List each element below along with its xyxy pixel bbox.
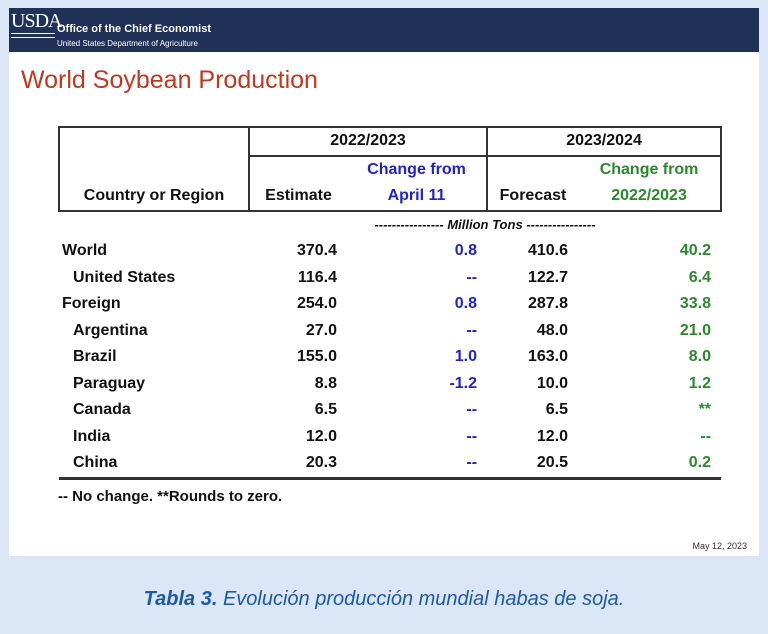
estimate-cell: 20.3	[249, 450, 347, 480]
estimate-cell: 155.0	[296, 348, 337, 366]
figure-caption: Tabla 3. Evolución producción mundial ha…	[0, 588, 768, 611]
country-cell: World	[62, 242, 108, 260]
change1-cell: 1.0	[454, 348, 478, 366]
header-group-2023-2024: 2023/2024	[486, 126, 723, 157]
change2-cell: 40.2	[679, 242, 712, 260]
estimate-cell: 27.0	[305, 321, 337, 339]
forecast-cell: 10.0	[536, 374, 569, 392]
country-cell: India	[73, 427, 111, 445]
estimate-cell: 6.5	[314, 401, 337, 419]
forecast-cell: 287.8	[527, 295, 569, 313]
table-footnote: -- No change. **Rounds to zero.	[58, 488, 283, 505]
table-row: Brazil 155.0 1.0 163.0 8.0	[59, 344, 721, 371]
header-change2-line1: Change from	[578, 155, 723, 183]
forecast-cell: 48.0	[536, 321, 569, 339]
forecast-cell: 122.7	[527, 268, 569, 286]
forecast-cell: 163.0	[527, 348, 569, 366]
estimate-cell: 8.8	[314, 374, 337, 392]
slide-title: World Soybean Production	[21, 66, 318, 94]
forecast-cell: 12.0	[536, 427, 569, 445]
change2-cell: 0.2	[578, 450, 722, 480]
table-row: Paraguay 8.8 -1.2 10.0 1.2	[59, 371, 721, 398]
office-name: Office of the Chief Economist	[57, 23, 212, 35]
slide: USDA Office of the Chief Economist Unite…	[9, 8, 759, 556]
change2-cell: 1.2	[688, 374, 712, 392]
usda-logo-underline	[11, 33, 55, 38]
table-row: China 20.3 -- 20.5 0.2	[59, 450, 722, 480]
change1-cell: --	[347, 450, 488, 480]
change2-cell: **	[698, 401, 712, 419]
forecast-cell: 6.5	[545, 401, 569, 419]
forecast-cell: 410.6	[527, 242, 569, 260]
usda-logo: USDA	[11, 10, 62, 32]
table-row: United States 116.4 -- 122.7 6.4	[59, 265, 721, 292]
estimate-cell: 254.0	[296, 295, 337, 313]
table-row: Canada 6.5 -- 6.5 **	[59, 397, 721, 424]
change1-cell: -1.2	[449, 374, 478, 392]
country-cell: Foreign	[62, 295, 121, 313]
forecast-cell: 20.5	[487, 450, 579, 480]
table-row: Foreign 254.0 0.8 287.8 33.8	[59, 291, 721, 318]
change1-cell: --	[466, 401, 478, 419]
country-cell: Brazil	[73, 348, 117, 366]
country-cell: Paraguay	[73, 374, 146, 392]
country-cell: China	[59, 450, 249, 480]
caption-text: Evolución producción mundial habas de so…	[217, 588, 625, 610]
table-row: India 12.0 -- 12.0 --	[59, 424, 721, 451]
usda-banner: USDA Office of the Chief Economist Unite…	[9, 8, 759, 52]
change1-cell: 0.8	[454, 295, 478, 313]
change2-cell: 33.8	[679, 295, 712, 313]
header-group-2022-2023: 2022/2023	[247, 126, 488, 157]
header-forecast: Forecast	[486, 183, 579, 212]
estimate-cell: 12.0	[305, 427, 337, 445]
header-country: Country or Region	[58, 183, 249, 212]
change2-cell: 8.0	[688, 348, 712, 366]
change2-cell: --	[700, 427, 712, 445]
caption-label: Tabla 3.	[143, 588, 218, 610]
header-change1-line1: Change from	[367, 160, 466, 178]
estimate-cell: 116.4	[297, 268, 337, 286]
units-label: ---------------- Million Tons ----------…	[374, 217, 596, 233]
header-change1-line2: April 11	[347, 183, 488, 212]
soybean-production-table: 2022/2023 2023/2024 Change from Change f…	[58, 126, 723, 480]
change1-cell: --	[466, 268, 478, 286]
header-estimate: Estimate	[248, 183, 347, 212]
table-row: World 370.4 0.8 410.6 40.2	[59, 238, 721, 265]
change2-cell: 6.4	[688, 268, 712, 286]
header-change2-line2: 2022/2023	[578, 183, 723, 212]
country-cell: United States	[73, 268, 176, 286]
country-cell: Argentina	[73, 321, 148, 339]
country-cell: Canada	[73, 401, 131, 419]
table-row: Argentina 27.0 -- 48.0 21.0	[59, 318, 721, 345]
department-name: United States Department of Agriculture	[57, 39, 198, 48]
change2-cell: 21.0	[679, 321, 712, 339]
change1-cell: 0.8	[454, 242, 478, 260]
change1-cell: --	[466, 427, 478, 445]
change1-cell: --	[466, 321, 478, 339]
slide-date: May 12, 2023	[692, 541, 747, 551]
estimate-cell: 370.4	[296, 242, 337, 260]
